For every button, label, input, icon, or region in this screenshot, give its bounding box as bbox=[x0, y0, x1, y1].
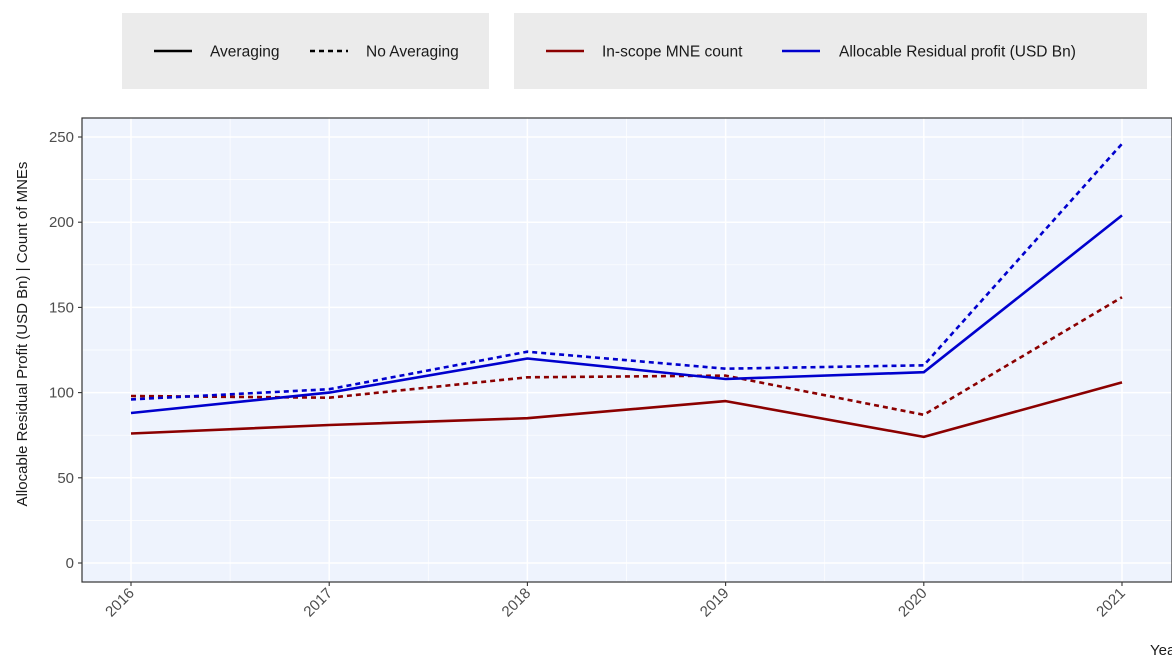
series-line-3 bbox=[130, 142, 1123, 401]
series-lines bbox=[130, 142, 1123, 439]
legend-label-no-averaging: No Averaging bbox=[366, 44, 459, 61]
legend-color-box bbox=[514, 13, 1147, 89]
gridlines bbox=[82, 118, 1172, 582]
x-tick-label: 2020 bbox=[895, 585, 931, 621]
legend-label-mne-count: In-scope MNE count bbox=[602, 44, 743, 61]
y-tick-label: 200 bbox=[49, 214, 74, 231]
y-tick-label: 150 bbox=[49, 299, 74, 316]
x-tick-label: 2017 bbox=[300, 585, 336, 621]
y-axis-title: Allocable Residual Profit (USD Bn) | Cou… bbox=[14, 162, 31, 507]
series-line-1 bbox=[130, 296, 1123, 417]
y-tick-label: 0 bbox=[66, 555, 74, 572]
x-tick-label: 2019 bbox=[697, 585, 733, 621]
legend-linetype: Averaging No Averaging bbox=[122, 13, 489, 89]
legend-color: In-scope MNE count Allocable Residual pr… bbox=[514, 13, 1147, 89]
x-axis-title: Year bbox=[1150, 642, 1172, 658]
x-tick-label: 2018 bbox=[499, 585, 535, 621]
x-tick-label: 2021 bbox=[1093, 585, 1129, 621]
x-tick-label: 2016 bbox=[102, 585, 138, 621]
y-tick-label: 250 bbox=[49, 129, 74, 146]
legend-label-averaging: Averaging bbox=[210, 44, 280, 61]
legend-label-residual-profit: Allocable Residual profit (USD Bn) bbox=[839, 44, 1076, 61]
series-line-0 bbox=[130, 381, 1123, 439]
series-line-2 bbox=[130, 214, 1123, 415]
y-tick-label: 100 bbox=[49, 385, 74, 402]
plot-border bbox=[81, 117, 1172, 583]
y-tick-label: 50 bbox=[57, 470, 74, 487]
